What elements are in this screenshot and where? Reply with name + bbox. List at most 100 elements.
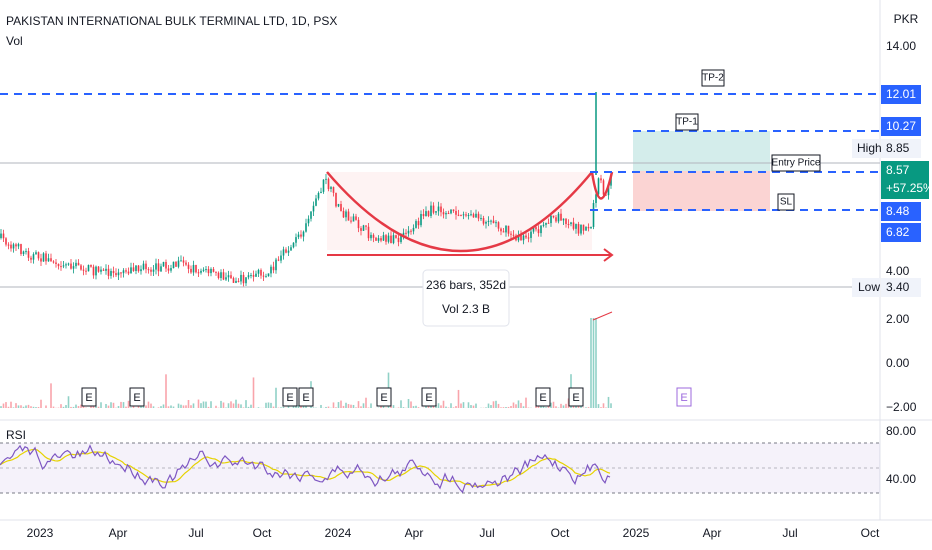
- volume-bar: [595, 318, 597, 408]
- volume-bar: [37, 407, 40, 408]
- candle: [502, 231, 505, 233]
- volume-bar: [562, 405, 565, 408]
- candle: [525, 235, 527, 238]
- candle: [380, 238, 382, 241]
- candle: [92, 266, 95, 276]
- candle: [72, 266, 75, 269]
- low-tag: 6.82: [886, 225, 910, 239]
- candle: [512, 234, 515, 236]
- volume-bar: [60, 404, 62, 408]
- volume-bar: [132, 405, 135, 408]
- volume-bar: [580, 405, 582, 408]
- volume-bar: [525, 397, 527, 408]
- volume-bar: [455, 406, 457, 408]
- time-axis: 2023 Apr Jul Oct 2024 Apr Jul Oct 2025 Apr Jul Oct: [27, 526, 880, 540]
- candle: [272, 266, 275, 271]
- candle: [550, 215, 552, 224]
- high-price: 8.85: [886, 141, 910, 155]
- candle: [327, 178, 330, 190]
- volume-bar: [170, 405, 172, 408]
- volume-bar: [607, 396, 610, 408]
- time-label: Jul: [782, 526, 797, 540]
- volume-bar: [355, 407, 357, 408]
- candle: [175, 261, 177, 267]
- candle: [432, 205, 435, 213]
- volume-bar: [27, 404, 30, 408]
- candle: [167, 268, 170, 271]
- volume-bar: [80, 404, 82, 408]
- volume-bar: [437, 403, 440, 408]
- candle: [600, 178, 602, 181]
- candle: [482, 218, 485, 224]
- candle: [580, 224, 582, 234]
- volume-bar: [162, 404, 165, 408]
- candle: [455, 210, 457, 215]
- candle: [570, 222, 572, 225]
- candle: [80, 265, 82, 270]
- candle: [510, 233, 512, 235]
- volume-bar: [25, 405, 27, 408]
- volume-bar: [190, 405, 192, 408]
- volume-bar: [192, 403, 195, 408]
- volume-bar: [187, 400, 190, 408]
- volume-bar: [542, 406, 545, 408]
- candle: [577, 224, 580, 234]
- volume-bar: [497, 403, 500, 408]
- volume-bar: [77, 406, 80, 408]
- candle: [282, 249, 285, 256]
- entry-text: Entry Price: [772, 158, 821, 169]
- candle: [412, 227, 415, 232]
- volume-bar: [145, 405, 147, 408]
- currency[interactable]: PKR: [894, 12, 919, 26]
- volume-bar: [117, 406, 120, 408]
- candle: [125, 270, 127, 272]
- candle: [87, 265, 90, 272]
- candle: [317, 192, 320, 199]
- tp2-price: 12.01: [886, 87, 916, 101]
- candle: [537, 229, 540, 234]
- candle: [440, 206, 442, 213]
- volume-bar: [327, 406, 330, 408]
- volume-bar: [500, 407, 502, 408]
- volume-bar: [2, 403, 5, 408]
- candle: [337, 204, 340, 207]
- volume-bar: [492, 401, 495, 408]
- candle: [367, 226, 370, 239]
- candle: [37, 252, 40, 259]
- volume-bar: [167, 406, 170, 408]
- candle: [370, 234, 372, 239]
- candle: [40, 258, 42, 262]
- candle: [372, 234, 375, 238]
- candle: [225, 277, 227, 280]
- candle: [95, 266, 97, 276]
- volume-bar: [325, 406, 327, 408]
- volume-bar: [247, 406, 250, 408]
- candle: [542, 224, 545, 226]
- candle: [2, 233, 5, 239]
- volume-bar: [367, 407, 370, 408]
- candle: [437, 206, 440, 212]
- candle: [495, 222, 497, 224]
- volume-bar: [265, 402, 267, 408]
- volume-bar: [380, 406, 382, 408]
- change: +57.25%: [886, 181, 932, 195]
- volume-bar: [105, 403, 107, 408]
- candle: [357, 219, 360, 229]
- candle: [352, 216, 355, 222]
- candle: [392, 235, 395, 244]
- candle: [222, 272, 225, 280]
- volume-bar: [460, 403, 462, 408]
- volume-bar: [370, 403, 372, 408]
- volume-bar: [410, 401, 412, 408]
- stop-zone: [633, 171, 770, 211]
- volume-bar: [270, 402, 272, 408]
- price-label: 4.00: [886, 264, 910, 278]
- volume-bar: [210, 401, 212, 408]
- candle: [10, 244, 12, 249]
- candle: [32, 254, 35, 260]
- volume-bar: [320, 404, 322, 408]
- sl-box: [777, 193, 795, 211]
- measure-box: [422, 269, 510, 327]
- candle: [447, 213, 450, 215]
- volume-bar: [157, 407, 160, 408]
